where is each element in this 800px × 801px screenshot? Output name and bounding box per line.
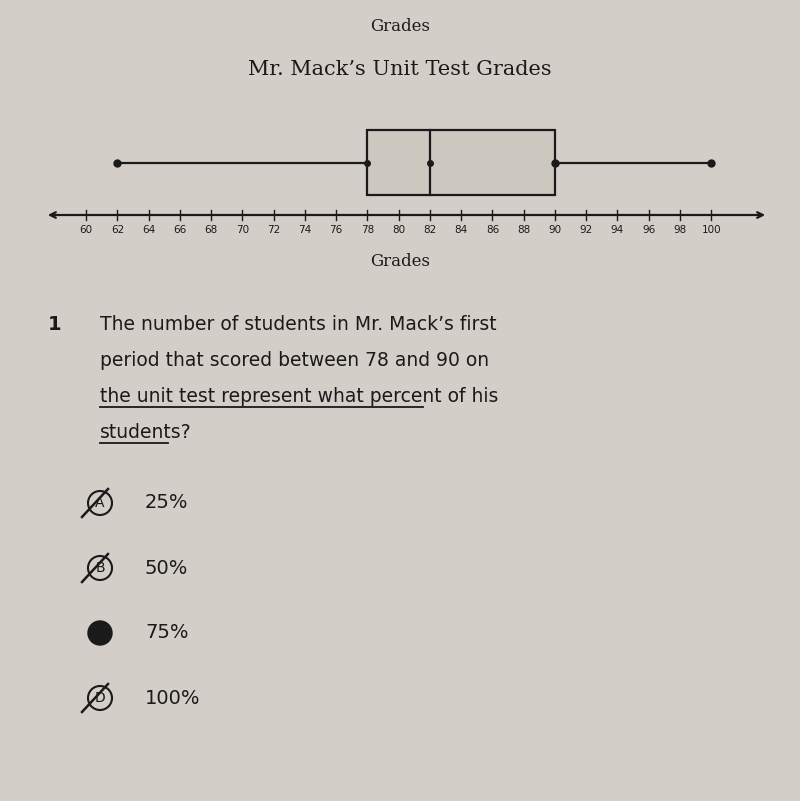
Text: 66: 66 xyxy=(174,225,186,235)
Text: 94: 94 xyxy=(610,225,624,235)
Text: 60: 60 xyxy=(80,225,93,235)
Text: 1: 1 xyxy=(48,315,62,334)
FancyBboxPatch shape xyxy=(367,130,555,195)
Text: Grades: Grades xyxy=(370,253,430,270)
Text: 100%: 100% xyxy=(145,689,201,707)
Text: B: B xyxy=(95,561,105,575)
Text: 96: 96 xyxy=(642,225,655,235)
Text: Mr. Mack’s Unit Test Grades: Mr. Mack’s Unit Test Grades xyxy=(248,60,552,79)
Text: Grades: Grades xyxy=(370,18,430,35)
Text: 75%: 75% xyxy=(145,623,189,642)
Text: 90: 90 xyxy=(548,225,562,235)
Text: 74: 74 xyxy=(298,225,311,235)
Text: 86: 86 xyxy=(486,225,499,235)
Text: 88: 88 xyxy=(517,225,530,235)
Text: A: A xyxy=(95,496,105,510)
Text: D: D xyxy=(94,691,106,705)
Text: 64: 64 xyxy=(142,225,155,235)
Text: 80: 80 xyxy=(392,225,406,235)
Text: 62: 62 xyxy=(111,225,124,235)
Circle shape xyxy=(88,621,112,645)
Text: 25%: 25% xyxy=(145,493,189,513)
Text: 84: 84 xyxy=(454,225,468,235)
Text: The number of students in Mr. Mack’s first: The number of students in Mr. Mack’s fir… xyxy=(100,315,497,334)
Text: 82: 82 xyxy=(423,225,437,235)
Text: 68: 68 xyxy=(205,225,218,235)
Text: 92: 92 xyxy=(579,225,593,235)
Text: 98: 98 xyxy=(674,225,686,235)
Text: 72: 72 xyxy=(267,225,280,235)
Text: period that scored between 78 and 90 on: period that scored between 78 and 90 on xyxy=(100,351,489,370)
Text: 70: 70 xyxy=(236,225,249,235)
Text: 76: 76 xyxy=(330,225,343,235)
Text: 100: 100 xyxy=(702,225,721,235)
Text: students?: students? xyxy=(100,423,192,442)
Text: 78: 78 xyxy=(361,225,374,235)
Text: the unit test represent what percent of his: the unit test represent what percent of … xyxy=(100,387,498,406)
Text: 50%: 50% xyxy=(145,558,188,578)
